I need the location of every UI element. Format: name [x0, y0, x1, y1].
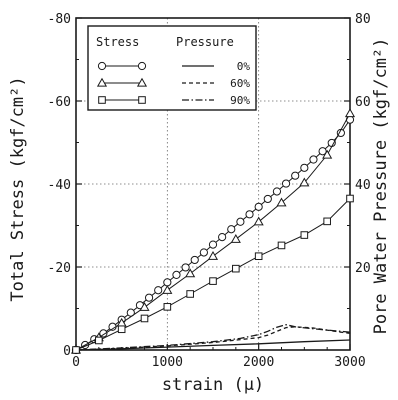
legend-row-60pct: 60% [96, 77, 250, 90]
legend-entry-label: 90% [230, 94, 250, 107]
square-marker [140, 314, 149, 323]
stress-series-circle [71, 115, 355, 355]
triangle-marker [344, 108, 356, 118]
triangle-marker [276, 197, 287, 207]
legend-row-90pct: 90% [98, 94, 250, 107]
left-y-tick-label: -80 [48, 12, 71, 27]
pressure-line-60pct [75, 326, 351, 351]
circle-marker [281, 179, 291, 188]
triangle-marker [207, 251, 219, 260]
circle-marker [163, 278, 172, 287]
circle-marker [99, 329, 108, 338]
circle-marker [300, 163, 309, 172]
triangle-marker [230, 233, 241, 243]
left-y-tick-label: -20 [48, 261, 71, 276]
square-marker [277, 241, 286, 250]
triangle-marker [185, 268, 196, 278]
square-marker [138, 96, 146, 104]
legend-pressure-header: Pressure [176, 35, 234, 49]
square-marker [95, 336, 103, 345]
left-y-axis-title: Total Stress (kgf/cm²) [8, 76, 28, 301]
square-marker [163, 303, 172, 311]
triangle-marker [253, 216, 264, 226]
legend-row-0pct: 0% [97, 60, 251, 73]
left-y-tick-label: -40 [48, 178, 71, 193]
x-axis-title: strain (μ) [162, 375, 264, 395]
square-marker [186, 290, 194, 298]
circle-marker [309, 155, 318, 164]
triangle-marker [322, 149, 333, 159]
tick-labels: 0 1000 2000 3000 0 -20 -40 -60 -80 20 40 60 80 [48, 12, 371, 370]
circle-marker [263, 194, 272, 204]
x-tick-label: 0 [72, 355, 80, 370]
circle-marker [254, 202, 263, 211]
square-marker [300, 231, 309, 239]
right-y-tick-label: 20 [355, 261, 371, 276]
circle-marker [97, 61, 107, 71]
stress-series-square [72, 194, 354, 354]
legend-box [87, 25, 257, 111]
circle-marker [137, 61, 147, 71]
circle-marker [144, 293, 154, 302]
series [70, 108, 356, 355]
circle-marker [172, 270, 181, 279]
square-marker [98, 96, 106, 104]
circle-marker [318, 147, 327, 156]
square-marker [323, 217, 331, 226]
circle-marker [227, 225, 236, 234]
circle-marker [154, 286, 163, 295]
legend-stress-header: Stress [96, 35, 139, 49]
square-marker [254, 252, 263, 261]
triangle-marker [139, 302, 150, 311]
right-y-axis-title: Pore Water Pressure (kgf/cm²) [371, 38, 391, 335]
circle-marker [245, 210, 254, 219]
stress-series-triangle [70, 108, 356, 354]
x-tick-label: 1000 [152, 355, 183, 370]
circle-marker [208, 240, 218, 249]
square-marker [346, 194, 354, 203]
circle-marker [291, 171, 300, 180]
triangle-marker [136, 77, 148, 87]
legend: Stress Pressure 0% 60% 90% [87, 25, 257, 111]
legend-entry-label: 60% [230, 77, 250, 90]
circle-marker [272, 187, 282, 196]
triangle-marker [299, 177, 310, 187]
triangle-marker [162, 285, 173, 294]
square-marker [72, 346, 80, 354]
square-marker [209, 277, 217, 285]
stress-line-square [75, 198, 351, 351]
circle-marker [236, 217, 245, 226]
circle-marker [190, 255, 199, 265]
x-tick-label: 3000 [334, 355, 365, 370]
circle-marker [218, 233, 227, 242]
triangle-marker [96, 77, 108, 87]
circle-marker [181, 263, 190, 272]
legend-rows: 0% 60% 90% [96, 60, 251, 107]
square-marker [117, 325, 126, 334]
right-y-tick-label: 40 [355, 178, 371, 193]
circle-marker [199, 248, 208, 257]
stress-line-circle [75, 119, 351, 351]
square-marker [232, 264, 240, 273]
x-tick-label: 2000 [243, 355, 274, 370]
right-y-tick-label: 80 [355, 12, 371, 27]
right-y-tick-label: 60 [355, 95, 371, 110]
left-y-tick-label: 0 [63, 344, 71, 359]
pressure-line-90pct [75, 324, 351, 351]
legend-entry-label: 0% [237, 60, 251, 73]
left-y-tick-label: -60 [48, 95, 71, 110]
